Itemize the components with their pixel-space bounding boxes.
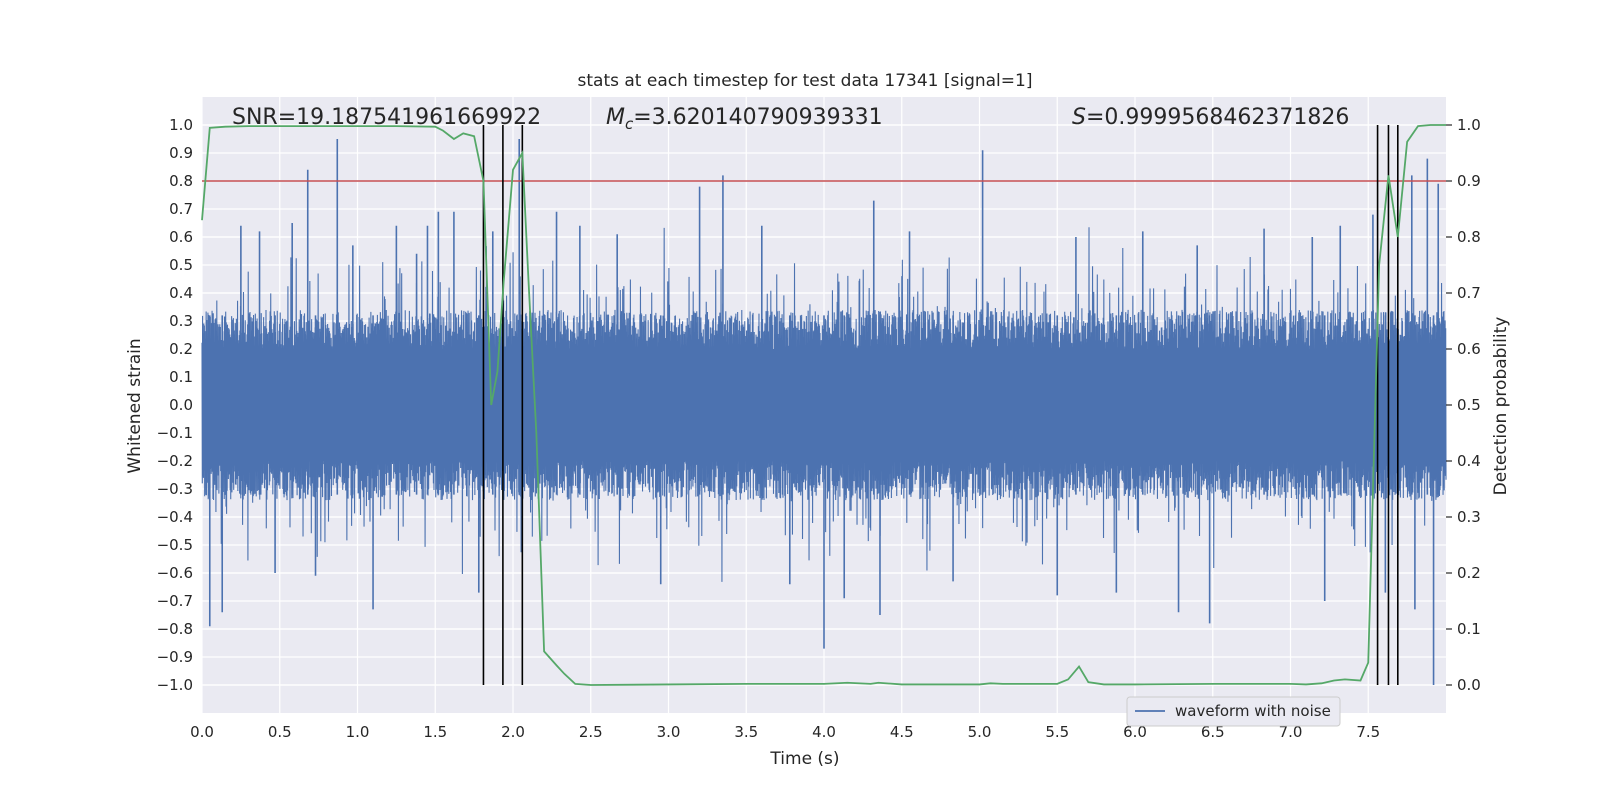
y-tick-label: 0.9 [169,144,193,162]
y2-axis-ticks: 0.0 0.1 0.2 0.3 0.4 0.5 0.6 0.7 0.8 0.9 1.0 [1446,116,1481,694]
y2-tick-label: 0.9 [1457,172,1481,190]
y-tick-label: −0.7 [157,592,193,610]
legend: waveform with noise [1126,696,1341,727]
chirp-mass-annotation: Mc=3.620140790939331 [606,105,883,133]
y2-tick-label: 0.2 [1457,564,1481,582]
score-value: =0.9999568462371826 [1086,105,1349,130]
legend-entry-waveform: waveform with noise [1175,702,1331,720]
y-tick-label: −0.5 [157,536,193,554]
score-symbol: S [1072,105,1086,130]
y2-tick-label: 0.5 [1457,396,1481,414]
y2-tick-label: 0.0 [1457,676,1481,694]
y2-tick-label: 0.6 [1457,340,1481,358]
chart-title: stats at each timestep for test data 173… [578,71,1033,91]
y2-tick-label: 0.7 [1457,284,1481,302]
y-tick-label: 1.0 [169,116,193,134]
legend-box [1126,696,1341,727]
waveform-series [201,139,1447,685]
y-tick-label: −0.3 [157,480,193,498]
overlay [201,124,1446,686]
x-axis-ticks: 0.0 0.5 1.0 1.5 2.0 2.5 3.0 3.5 4.0 4.5 5.0 5.5 6.0 6… [190,723,1380,741]
y-tick-label: −0.9 [157,648,193,666]
chirp-mass-subscript: c [625,115,634,133]
x-axis-label: Time (s) [769,749,839,769]
y-tick-label: −0.1 [157,424,193,442]
x-tick-label: 4.5 [890,723,914,741]
chirp-mass-value: =3.620140790939331 [633,105,882,130]
x-tick-label: 7.0 [1279,723,1303,741]
detection-probability-line [201,124,1446,686]
x-tick-label: 2.0 [501,723,525,741]
x-tick-label: 5.0 [968,723,992,741]
x-tick-label: 5.5 [1045,723,1069,741]
x-tick-label: 1.0 [346,723,370,741]
y-tick-label: −0.4 [157,508,193,526]
y2-tick-label: 0.8 [1457,228,1481,246]
x-tick-label: 3.0 [657,723,681,741]
y-tick-label: 0.6 [169,228,193,246]
y-tick-label: 0.8 [169,172,193,190]
x-tick-label: 4.0 [812,723,836,741]
y2-tick-label: 0.4 [1457,452,1481,470]
y-tick-label: 0.4 [169,284,193,302]
score-annotation: S=0.9999568462371826 [1072,105,1349,130]
y-axis-label: Whitened strain [125,338,145,473]
y-tick-label: 0.0 [169,396,193,414]
y2-axis-label: Detection probability [1491,317,1511,496]
chirp-mass-symbol: M [606,105,625,130]
y-tick-label: 0.1 [169,368,193,386]
x-tick-label: 0.5 [268,723,292,741]
x-tick-label: 6.5 [1201,723,1225,741]
y2-tick-label: 1.0 [1457,116,1481,134]
x-tick-label: 6.0 [1123,723,1147,741]
y-tick-label: 0.2 [169,340,193,358]
x-tick-label: 0.0 [190,723,214,741]
y-tick-label: −0.8 [157,620,193,638]
x-tick-label: 7.5 [1356,723,1380,741]
y-tick-label: −0.2 [157,452,193,470]
y2-tick-label: 0.3 [1457,508,1481,526]
y-tick-label: 0.5 [169,256,193,274]
y-tick-label: −1.0 [157,676,193,694]
x-tick-label: 3.5 [734,723,758,741]
x-tick-label: 2.5 [579,723,603,741]
y-tick-label: 0.3 [169,312,193,330]
snr-annotation: SNR=19.187541961669922 [232,105,541,130]
y-tick-label: −0.6 [157,564,193,582]
x-tick-label: 1.5 [423,723,447,741]
y2-tick-label: 0.1 [1457,620,1481,638]
y-tick-label: 0.7 [169,200,193,218]
y-axis-ticks: −1.0 −0.9 −0.8 −0.7 −0.6 −0.5 −0.4 −0.3 −0.2 −0.1… [157,116,193,694]
